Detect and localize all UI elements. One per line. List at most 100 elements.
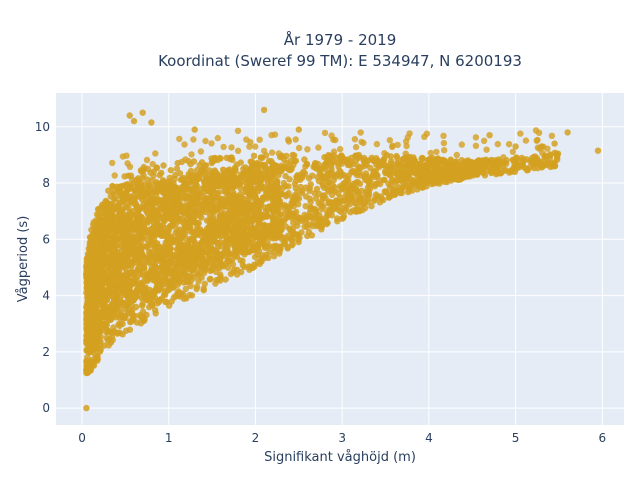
scatter-point: [154, 300, 161, 307]
scatter-point: [411, 168, 418, 176]
scatter-point: [340, 213, 348, 220]
scatter-point: [264, 212, 271, 220]
scatter-point: [410, 154, 417, 161]
scatter-point: [152, 307, 159, 314]
scatter-point: [274, 184, 281, 191]
scatter-point: [161, 246, 169, 253]
scatter-point: [380, 155, 388, 163]
scatter-point: [554, 156, 561, 163]
scatter-point: [200, 285, 207, 292]
scatter-point: [215, 254, 222, 262]
scatter-point: [192, 261, 200, 268]
scatter-point: [181, 184, 188, 191]
scatter-point: [355, 165, 362, 172]
scatter-point: [122, 248, 130, 255]
scatter-point: [360, 154, 368, 162]
scatter-point: [148, 119, 155, 126]
scatter-point: [157, 258, 164, 265]
scatter-point: [387, 163, 394, 171]
scatter-point: [325, 179, 332, 186]
scatter-point: [182, 206, 189, 213]
scatter-point: [234, 147, 242, 154]
scatter-point: [171, 205, 179, 212]
scatter-point: [214, 134, 221, 142]
scatter-point: [225, 177, 233, 185]
scatter-point: [84, 354, 91, 361]
scatter-point: [331, 184, 338, 191]
scatter-point: [111, 172, 118, 179]
scatter-point: [111, 214, 118, 221]
scatter-point: [128, 296, 136, 304]
scatter-point: [160, 214, 168, 221]
scatter-point: [198, 255, 206, 262]
scatter-point: [533, 155, 541, 162]
scatter-point: [215, 189, 222, 197]
scatter-point: [162, 272, 169, 279]
scatter-point: [165, 302, 173, 309]
scatter-point: [386, 191, 393, 198]
scatter-point: [253, 159, 261, 167]
scatter-point: [88, 291, 96, 298]
scatter-point: [257, 257, 264, 264]
scatter-point: [220, 143, 227, 151]
scatter-point: [95, 220, 103, 227]
scatter-point: [249, 163, 257, 171]
scatter-point: [187, 282, 194, 290]
scatter-point: [136, 259, 144, 267]
scatter-point: [220, 166, 227, 173]
scatter-point: [466, 159, 473, 166]
scatter-point: [149, 196, 156, 203]
scatter-point: [410, 179, 417, 187]
scatter-point: [202, 137, 209, 145]
scatter-point: [186, 173, 193, 181]
scatter-point: [334, 218, 341, 225]
scatter-point: [127, 237, 134, 244]
scatter-point: [304, 146, 311, 153]
scatter-point: [191, 209, 199, 216]
scatter-point: [394, 154, 401, 161]
scatter-point: [270, 209, 277, 216]
scatter-point: [152, 285, 160, 293]
scatter-point: [194, 172, 202, 179]
scatter-point: [143, 243, 151, 250]
scatter-point: [88, 268, 95, 275]
scatter-point: [374, 193, 381, 200]
scatter-point: [222, 253, 230, 260]
scatter-point: [231, 174, 238, 182]
scatter-point: [119, 153, 127, 160]
y-tick-label: 10: [35, 120, 50, 134]
scatter-point: [321, 129, 329, 137]
scatter-point: [362, 170, 370, 177]
scatter-point: [190, 158, 198, 165]
scatter-point: [402, 171, 409, 178]
scatter-point: [130, 243, 137, 251]
scatter-point: [158, 232, 165, 239]
x-tick-label: 4: [425, 431, 433, 445]
scatter-point: [91, 358, 98, 365]
scatter-point: [480, 169, 487, 176]
scatter-point: [102, 290, 109, 297]
scatter-point: [99, 260, 106, 268]
scatter-point: [127, 281, 134, 288]
scatter-point: [403, 142, 410, 150]
scatter-point: [83, 369, 90, 377]
scatter-points: [83, 106, 602, 412]
scatter-point: [188, 292, 196, 299]
scatter-point: [162, 239, 169, 246]
x-tick-label: 5: [512, 431, 520, 445]
scatter-point: [389, 142, 396, 149]
scatter-point: [176, 135, 183, 143]
scatter-point: [356, 195, 363, 202]
scatter-point: [232, 221, 239, 229]
scatter-point: [290, 199, 297, 206]
chart-title-line2: Koordinat (Sweref 99 TM): E 534947, N 62…: [158, 52, 522, 70]
scatter-point: [440, 139, 448, 147]
scatter-point: [127, 318, 134, 326]
scatter-point: [170, 294, 178, 301]
scatter-point: [511, 163, 518, 171]
y-tick-label: 2: [42, 345, 50, 359]
scatter-point: [255, 226, 262, 233]
scatter-point: [459, 161, 467, 168]
scatter-point: [270, 164, 278, 172]
scatter-point: [139, 109, 146, 116]
